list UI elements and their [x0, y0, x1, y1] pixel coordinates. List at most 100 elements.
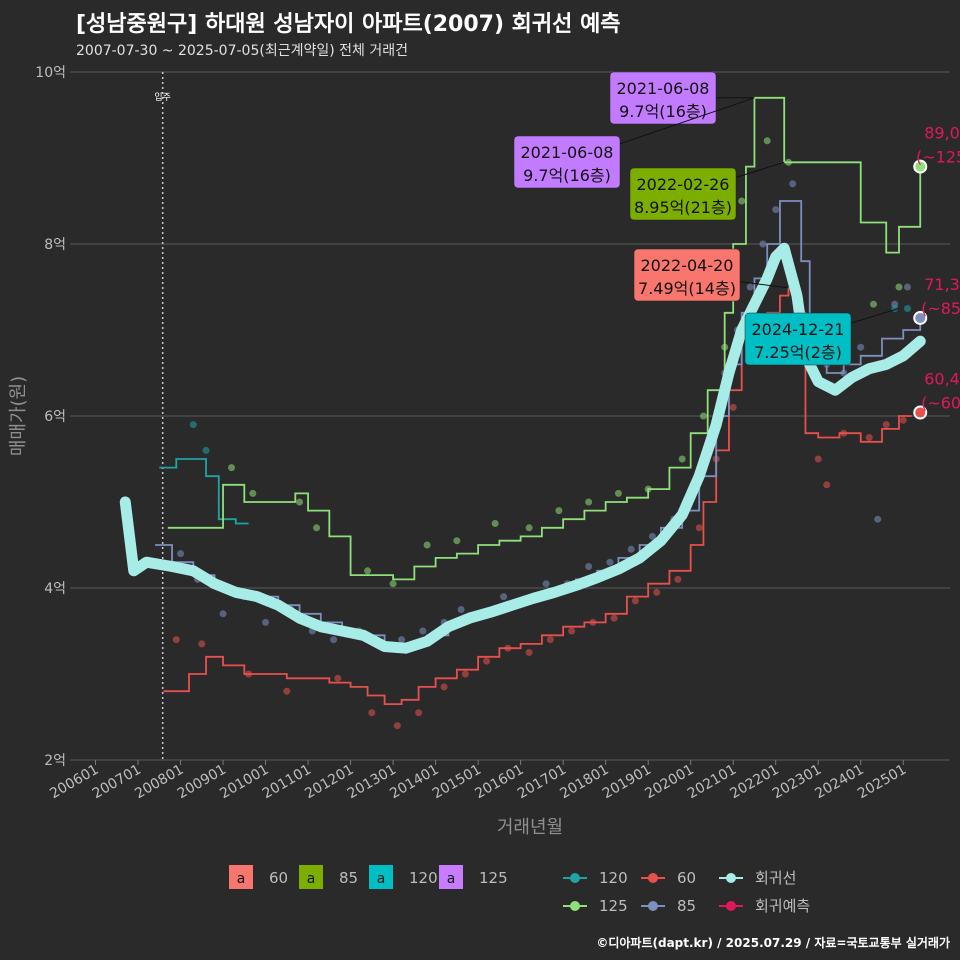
end-area-label: (~60㎡) [921, 394, 960, 413]
label-date: 2021-06-08 [521, 143, 614, 162]
scatter-point [177, 550, 185, 558]
scatter-point [423, 541, 431, 549]
end-point-dot [913, 159, 928, 174]
series-line-120 [159, 458, 249, 525]
end-area-label: (~125㎡) [916, 148, 960, 167]
legend-line-dot [726, 873, 736, 883]
label-value: 9.7억(16층) [523, 166, 611, 185]
legend-box-swatch [439, 865, 463, 889]
end-point-dot [913, 405, 928, 420]
scatter-point [262, 618, 270, 626]
scatter-point [789, 180, 797, 188]
y-tick-label: 6억 [44, 409, 66, 425]
end-point-dot [913, 310, 928, 325]
end-price-label: 89,000 [924, 124, 960, 143]
scatter-point [364, 567, 372, 575]
legend-line-dot [726, 901, 736, 911]
scatter-point [759, 240, 767, 248]
legend-box-swatch [299, 865, 323, 889]
legend-line-label: 125 [599, 897, 628, 915]
scatter-point [814, 455, 822, 463]
scatter-point [249, 489, 257, 497]
scatter-point [568, 627, 576, 635]
scatter-point [555, 507, 563, 515]
y-axis-title: 매매가(원) [8, 376, 29, 456]
scatter-point [461, 670, 469, 678]
scatter-point [648, 532, 656, 540]
legend-line-label: 회귀예측 [755, 897, 810, 915]
series-line-125 [167, 96, 922, 581]
legend-box-letter: a [377, 871, 386, 887]
legend-box-label: 125 [479, 869, 508, 887]
scatter-point [393, 722, 401, 730]
label-date: 2022-04-20 [641, 256, 734, 275]
scatter-point [899, 416, 907, 424]
scatter-point [330, 636, 338, 644]
x-axis-title: 거래년월 [497, 817, 563, 838]
scatter-point [296, 498, 304, 506]
legend-box-label: 85 [339, 869, 358, 887]
scatter-point [228, 464, 236, 472]
scatter-point [585, 563, 593, 570]
label-box [609, 71, 717, 125]
scatter-point [415, 709, 423, 717]
legend-line-dot [570, 873, 580, 883]
scatter-point [313, 524, 321, 532]
scatter-point [865, 434, 873, 441]
legend-line-label: 60 [677, 869, 696, 887]
scatter-point [614, 489, 622, 497]
label-box [744, 312, 852, 366]
scatter-point [895, 283, 903, 291]
scatter-point [585, 498, 593, 506]
legend-line-dot [648, 873, 658, 883]
scatter-point [857, 343, 865, 351]
scatter-point [219, 610, 227, 618]
move-in-label: 입주 [154, 91, 171, 103]
label-date: 2024-12-21 [752, 320, 845, 339]
legend-line-dot [648, 901, 658, 911]
scatter-point [695, 524, 703, 532]
scatter-point [198, 640, 206, 648]
scatter-point [606, 558, 614, 566]
scatter-point [903, 283, 911, 291]
end-area-label: (~85㎡) [921, 299, 960, 318]
legend-box-letter: a [307, 871, 316, 887]
legend-box-letter: a [447, 871, 456, 887]
legend-line-dot [570, 901, 580, 911]
y-tick-label: 2억 [44, 753, 66, 769]
scatter-point [903, 305, 911, 312]
scatter-point [610, 614, 618, 622]
scatter-point [189, 421, 197, 429]
scatter-point [882, 421, 890, 429]
scatter-point [674, 575, 682, 583]
y-tick-label: 10억 [35, 65, 66, 81]
y-tick-label: 4억 [44, 581, 66, 597]
scatter-point [746, 283, 754, 291]
scatter-point [678, 455, 686, 463]
chart-title: [성남중원구] 하대원 성남자이 아파트(2007) 회귀선 예측 [76, 12, 621, 37]
scatter-point [869, 300, 877, 308]
legend-box-swatch [369, 865, 393, 889]
label-value: 7.25억(2층) [754, 343, 842, 362]
scatter-point [491, 520, 499, 527]
scatter-point [738, 197, 746, 205]
legend-line-label: 회귀선 [755, 869, 796, 887]
label-value: 8.95억(21층) [634, 198, 732, 217]
scatter-point [389, 580, 397, 588]
scatter-point [525, 524, 533, 532]
y-tick-label: 8억 [44, 237, 66, 253]
x-tick-label: 202501 [855, 762, 909, 803]
legend-line-label: 120 [599, 869, 628, 887]
scatter-point [283, 687, 291, 695]
scatter-point [525, 649, 533, 656]
end-price-label: 71,357 [924, 275, 960, 294]
scatter-point [483, 657, 491, 665]
scatter-point [729, 403, 737, 411]
chart-caption: ©디아파트(dapt.kr) / 2025.07.29 / 자료=국토교통부 실… [596, 936, 950, 950]
end-price-label: 60,425 [924, 370, 960, 389]
legend-box-swatch [229, 865, 253, 889]
scatter-point [823, 481, 831, 489]
scatter-point [440, 683, 448, 691]
label-box [513, 135, 621, 189]
